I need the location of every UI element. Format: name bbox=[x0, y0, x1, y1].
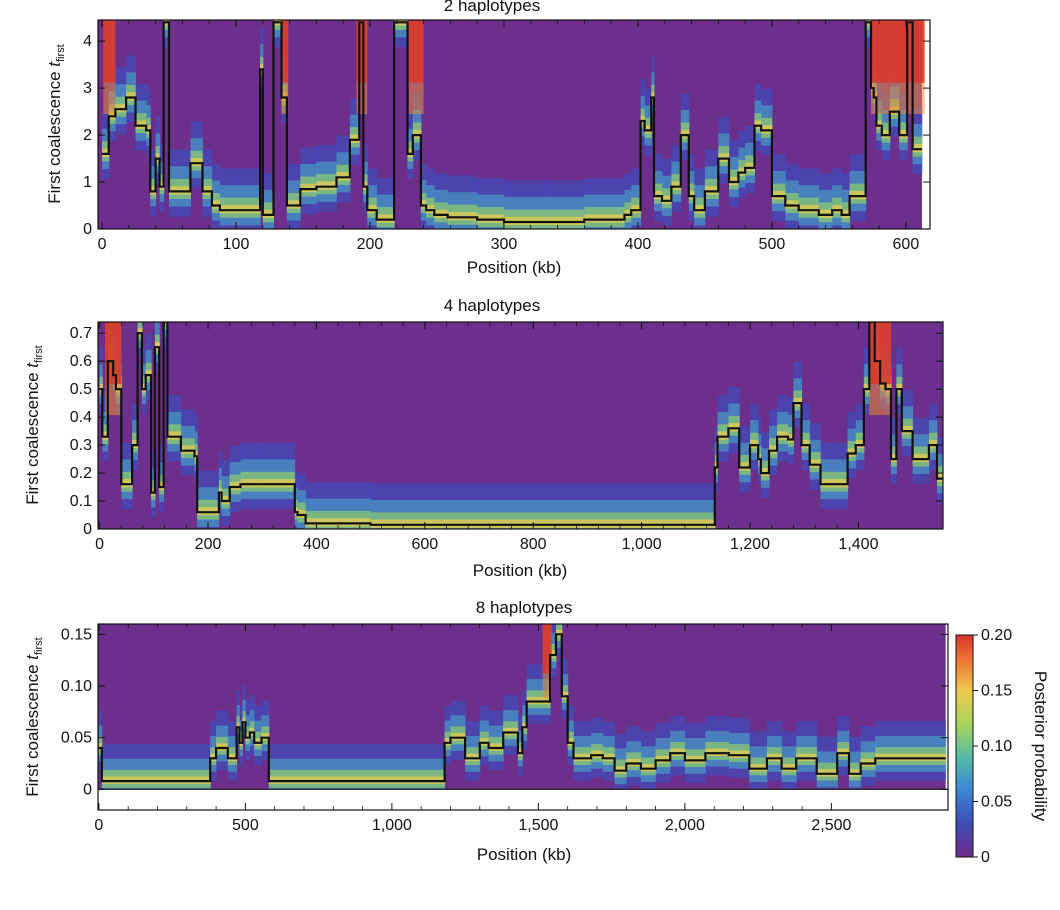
y-axis: 0 0.05 0.10 0.15 bbox=[61, 626, 948, 798]
panel-4-haplotypes: 4 haplotypes 0 200 400 600 800 1,000 1,200 1,40… bbox=[23, 296, 944, 580]
x-tick-label: 400 bbox=[303, 536, 330, 553]
y-tick-label: 0.10 bbox=[61, 678, 92, 695]
heatmap-layer bbox=[98, 20, 925, 229]
colorbar-gradient bbox=[955, 634, 974, 858]
hot-region-core bbox=[105, 322, 122, 385]
y-tick-label: 0.15 bbox=[61, 626, 92, 643]
hot-region-core bbox=[871, 20, 925, 83]
x-axis: 0 100 200 300 400 500 600 bbox=[98, 20, 920, 253]
y-tick-label: 0 bbox=[83, 521, 92, 538]
x-tick-label: 2,500 bbox=[811, 817, 851, 834]
y-axis-label: First coalescence tfirst bbox=[23, 637, 45, 796]
y-tick-label: 2 bbox=[83, 127, 92, 144]
y-tick-label: 0.2 bbox=[70, 465, 92, 482]
y-tick-label: 3 bbox=[83, 80, 92, 97]
heatmap-layer bbox=[98, 624, 948, 810]
y-tick-label: 0 bbox=[83, 781, 92, 798]
x-tick-label: 600 bbox=[411, 536, 438, 553]
y-tick-label: 0.4 bbox=[70, 409, 92, 426]
x-axis-label: Position (kb) bbox=[467, 258, 561, 277]
plot-frame bbox=[97, 19, 931, 230]
x-tick-label: 0 bbox=[95, 536, 104, 553]
x-tick-label: 1,200 bbox=[730, 536, 770, 553]
y-tick-label: 1 bbox=[83, 174, 92, 191]
panel-title: 8 haplotypes bbox=[476, 598, 572, 617]
x-tick-label: 2,000 bbox=[665, 817, 705, 834]
y-axis-label-main: First coalescence bbox=[23, 660, 42, 797]
y-tick-label: 0.1 bbox=[70, 493, 92, 510]
y-tick-label: 0.5 bbox=[70, 381, 92, 398]
x-tick-label: 1,000 bbox=[372, 817, 412, 834]
y-axis-label-var: t bbox=[45, 61, 64, 67]
y-tick-label: 0.7 bbox=[70, 325, 92, 342]
y-axis-label: First coalescence tfirst bbox=[23, 345, 45, 504]
x-tick-label: 1,000 bbox=[622, 536, 662, 553]
x-tick-label: 1,500 bbox=[518, 817, 558, 834]
x-tick-label: 400 bbox=[625, 236, 652, 253]
x-tick-label: 300 bbox=[491, 236, 518, 253]
x-axis-label: Position (kb) bbox=[477, 845, 571, 864]
x-tick-label: 800 bbox=[520, 536, 547, 553]
y-axis-label-main: First coalescence bbox=[45, 67, 64, 204]
y-axis-label-var: t bbox=[23, 654, 42, 660]
plot-frame bbox=[97, 623, 949, 811]
x-tick-label: 500 bbox=[759, 236, 786, 253]
colorbar-tick-label: 0.15 bbox=[981, 683, 1012, 700]
y-tick-label: 0 bbox=[83, 221, 92, 238]
hot-region-core bbox=[356, 20, 368, 83]
colorbar-tick-label: 0.10 bbox=[981, 738, 1012, 755]
y-tick-label: 0.6 bbox=[70, 353, 92, 370]
x-tick-label: 100 bbox=[223, 236, 250, 253]
y-axis-label-sub: first bbox=[33, 345, 45, 363]
panel-8-haplotypes: 8 haplotypes 0 500 1,000 1,500 2,000 2,500 00… bbox=[23, 598, 949, 864]
x-tick-label: 600 bbox=[893, 236, 920, 253]
y-axis-label-sub: first bbox=[33, 637, 45, 655]
posterior-band bbox=[163, 322, 168, 326]
below-zero-area bbox=[98, 789, 948, 810]
hot-region-core bbox=[542, 624, 552, 674]
posterior-band bbox=[163, 322, 168, 330]
colorbar-label: Posterior probability bbox=[1031, 671, 1050, 822]
y-axis-label-var: t bbox=[23, 362, 42, 368]
colorbar-tick-label: 0.05 bbox=[981, 794, 1012, 811]
x-tick-label: 1,400 bbox=[838, 536, 878, 553]
colorbar-tick-label: 0.20 bbox=[981, 627, 1012, 644]
y-axis-label-sub: first bbox=[55, 44, 67, 62]
series-line bbox=[99, 322, 943, 526]
panel-2-haplotypes: 2 haplotypes 0 100 200 300 400 500 600 0 1 2 3 4 P… bbox=[45, 0, 931, 277]
panel-title: 4 haplotypes bbox=[444, 296, 540, 315]
x-axis-label: Position (kb) bbox=[473, 561, 567, 580]
colorbar-tick-label: 0 bbox=[981, 849, 990, 866]
y-tick-label: 0.05 bbox=[61, 730, 92, 747]
y-tick-label: 4 bbox=[83, 33, 92, 50]
colorbar: 0 0.05 0.10 0.15 0.20 Posterior probability bbox=[955, 627, 1050, 866]
plot-frame bbox=[97, 321, 944, 530]
series-line bbox=[102, 21, 922, 224]
y-axis-label-main: First coalescence bbox=[23, 368, 42, 505]
y-axis: 0 0.1 0.2 0.3 0.4 0.5 0.6 0.7 bbox=[70, 325, 943, 538]
y-axis-label: First coalescence tfirst bbox=[45, 44, 67, 203]
series-line bbox=[98, 633, 946, 783]
x-tick-label: 200 bbox=[357, 236, 384, 253]
x-axis: 0 200 400 600 800 1,000 1,200 1,400 bbox=[95, 322, 879, 553]
panel-title: 2 haplotypes bbox=[444, 0, 540, 15]
hot-region-core bbox=[281, 20, 289, 83]
x-tick-label: 0 bbox=[94, 817, 103, 834]
colorbar-ticks: 0 0.05 0.10 0.15 0.20 bbox=[973, 627, 1012, 866]
heatmap-layer bbox=[98, 322, 943, 529]
x-axis: 0 500 1,000 1,500 2,000 2,500 bbox=[94, 624, 852, 834]
x-tick-label: 500 bbox=[232, 817, 259, 834]
x-tick-label: 200 bbox=[195, 536, 222, 553]
y-axis: 0 1 2 3 4 bbox=[83, 33, 930, 238]
y-tick-label: 0.3 bbox=[70, 437, 92, 454]
x-tick-label: 0 bbox=[98, 236, 107, 253]
hot-region-core bbox=[103, 20, 116, 83]
hot-region-core bbox=[408, 20, 424, 83]
